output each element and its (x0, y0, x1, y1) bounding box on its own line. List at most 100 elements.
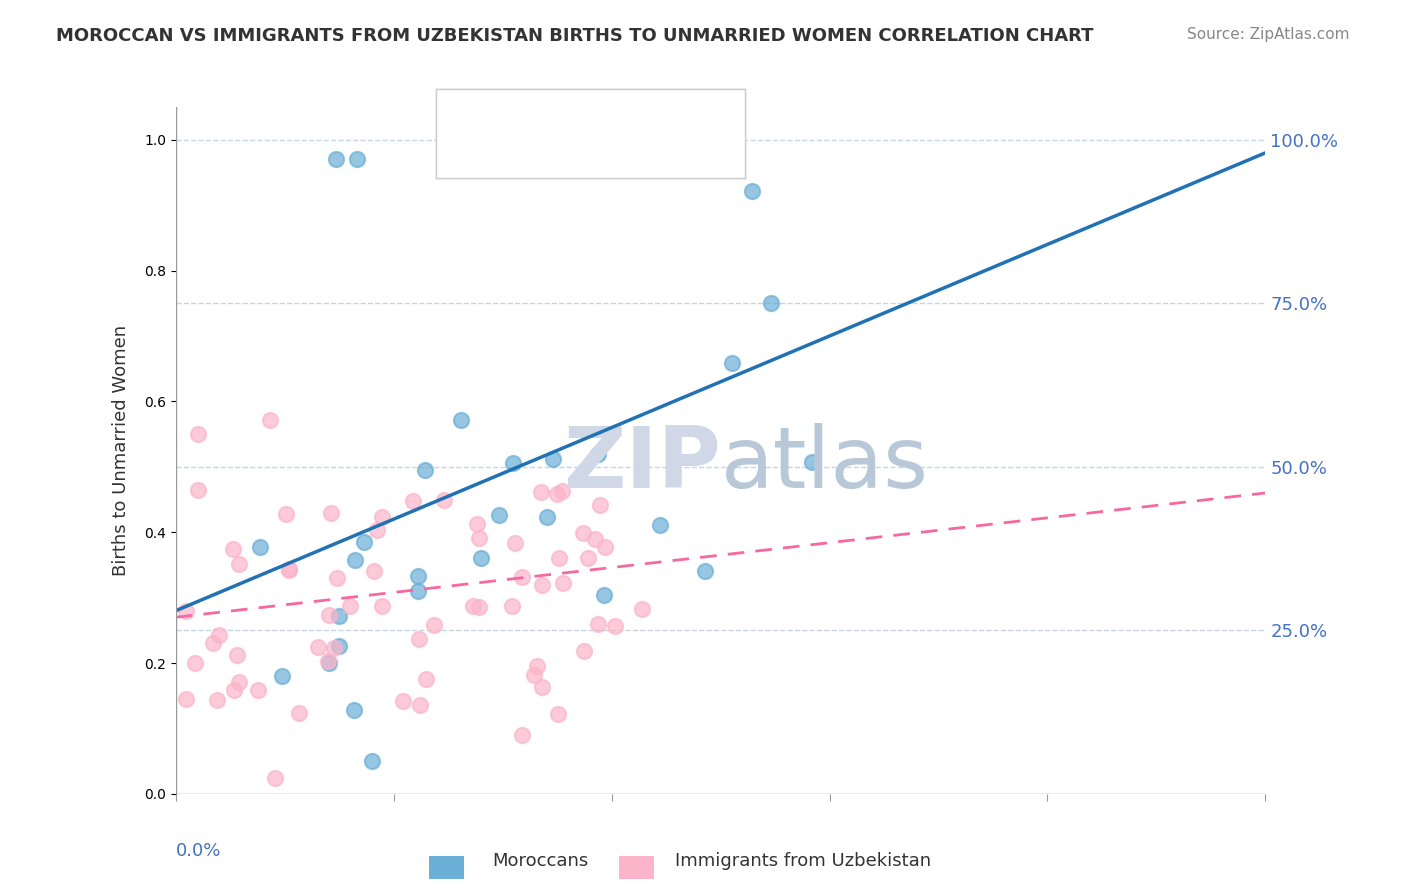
Y-axis label: Births to Unmarried Women: Births to Unmarried Women (112, 325, 131, 576)
Point (249, 541, 271, 555)
Point (228, 557, 250, 571)
Point (468, 531, 491, 545)
Legend: R = 0.509   N = 28, R = 0.088   N = 65: R = 0.509 N = 28, R = 0.088 N = 65 (471, 103, 710, 165)
Point (406, 569, 429, 583)
Point (328, 609, 350, 624)
Point (526, 658, 548, 673)
Text: Immigrants from Uzbekistan: Immigrants from Uzbekistan (675, 852, 931, 870)
Point (572, 526, 595, 541)
Point (503, 536, 526, 550)
Point (278, 563, 301, 577)
Point (467, 517, 489, 532)
Point (326, 571, 349, 585)
Point (510, 728, 533, 742)
Point (366, 523, 388, 537)
Point (259, 413, 281, 427)
Point (413, 463, 436, 477)
Point (585, 532, 607, 546)
Point (207, 693, 229, 707)
Point (208, 628, 231, 642)
Point (343, 552, 366, 566)
Point (201, 636, 224, 650)
Point (761, 296, 783, 310)
Point (510, 570, 533, 584)
Point (546, 487, 568, 501)
Point (184, 656, 207, 670)
Point (741, 185, 763, 199)
Point (543, 452, 565, 467)
Point (693, 564, 716, 578)
Point (323, 641, 346, 656)
Point (586, 617, 609, 632)
Point (319, 507, 342, 521)
Text: Source: ZipAtlas.com: Source: ZipAtlas.com (1187, 27, 1350, 42)
Point (415, 672, 437, 686)
Point (450, 413, 472, 427)
Point (593, 541, 616, 555)
Point (721, 356, 744, 370)
Point (370, 509, 392, 524)
Point (288, 706, 311, 721)
Point (502, 456, 524, 470)
Point (228, 675, 250, 690)
Point (433, 492, 456, 507)
Text: 0.0%: 0.0% (176, 842, 221, 860)
Point (346, 153, 368, 167)
Point (222, 542, 245, 557)
Point (423, 618, 446, 632)
Point (264, 771, 287, 785)
Point (325, 153, 347, 167)
Point (408, 632, 430, 646)
Point (276, 507, 298, 521)
Text: ZIP: ZIP (562, 423, 721, 506)
Point (588, 498, 610, 512)
Text: Moroccans: Moroccans (492, 852, 588, 870)
Point (630, 602, 652, 616)
Point (186, 427, 209, 442)
Point (401, 494, 423, 508)
Point (586, 447, 609, 461)
Point (307, 640, 329, 654)
Point (174, 604, 197, 618)
Point (174, 691, 197, 706)
Text: MOROCCAN VS IMMIGRANTS FROM UZBEKISTAN BIRTHS TO UNMARRIED WOMEN CORRELATION CHA: MOROCCAN VS IMMIGRANTS FROM UZBEKISTAN B… (56, 27, 1094, 45)
Point (343, 703, 366, 717)
Point (224, 682, 246, 697)
Point (187, 483, 209, 497)
Point (501, 599, 523, 613)
Point (547, 550, 569, 565)
Point (318, 607, 340, 622)
Point (536, 510, 558, 524)
Point (225, 648, 247, 663)
Point (553, 576, 575, 591)
Point (271, 669, 294, 683)
Point (318, 656, 340, 670)
Point (530, 485, 553, 500)
Point (531, 578, 554, 592)
Text: atlas: atlas (721, 423, 928, 506)
Point (328, 639, 350, 653)
Point (648, 517, 671, 532)
Point (530, 680, 553, 694)
Point (547, 707, 569, 722)
Point (339, 599, 361, 614)
Point (468, 599, 491, 614)
Point (576, 551, 599, 566)
Point (461, 599, 484, 614)
Point (360, 754, 382, 768)
Point (801, 455, 824, 469)
Point (523, 667, 546, 681)
Point (574, 644, 596, 658)
Point (593, 588, 616, 602)
Point (488, 508, 510, 523)
Point (353, 535, 375, 549)
Point (371, 599, 394, 614)
Point (605, 619, 627, 633)
Point (409, 698, 432, 713)
Point (391, 694, 413, 708)
Point (363, 564, 385, 578)
Point (551, 483, 574, 498)
Point (470, 551, 492, 566)
Point (246, 682, 269, 697)
Point (278, 562, 301, 576)
